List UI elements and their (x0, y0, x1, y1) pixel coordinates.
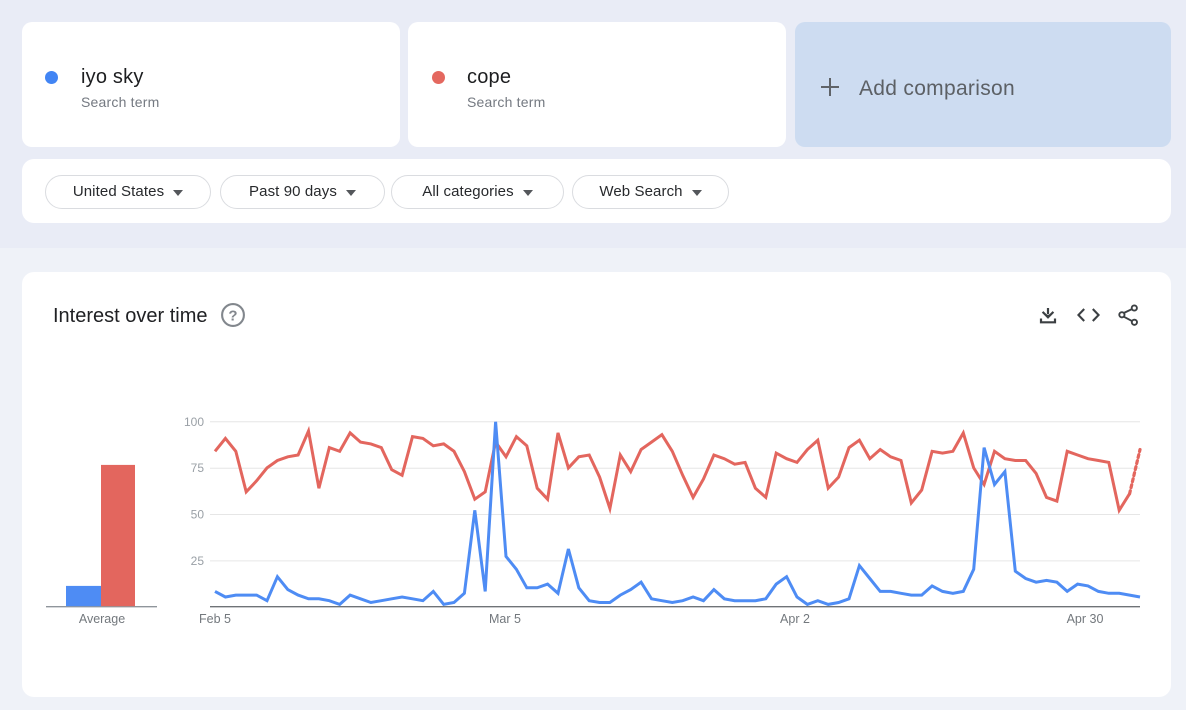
svg-text:Mar 5: Mar 5 (489, 612, 521, 626)
svg-text:?: ? (228, 307, 237, 324)
svg-text:50: 50 (191, 508, 205, 522)
svg-text:Feb 5: Feb 5 (199, 612, 231, 626)
svg-text:75: 75 (191, 461, 205, 475)
svg-text:25: 25 (191, 554, 205, 568)
svg-text:Apr 30: Apr 30 (1067, 612, 1104, 626)
svg-text:Average: Average (79, 612, 125, 626)
svg-text:100: 100 (184, 415, 204, 429)
svg-text:Apr 2: Apr 2 (780, 612, 810, 626)
